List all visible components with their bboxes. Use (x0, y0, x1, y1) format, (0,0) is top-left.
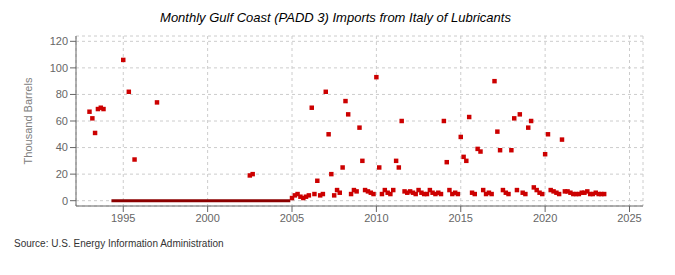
svg-text:120: 120 (50, 35, 68, 47)
svg-text:2020: 2020 (533, 212, 557, 224)
svg-text:20: 20 (56, 168, 68, 180)
html-text:Source: U.S. Energy Informatio: Source: U.S. Energy Information Administ… (14, 238, 224, 249)
svg-text:100: 100 (50, 62, 68, 74)
svg-text:40: 40 (56, 141, 68, 153)
svg-text:2000: 2000 (195, 212, 219, 224)
html-text:Monthly Gulf Coast (PADD 3) Im: Monthly Gulf Coast (PADD 3) Imports from… (160, 10, 511, 25)
svg-text:2010: 2010 (364, 212, 388, 224)
svg-text:Thousand Barrels: Thousand Barrels (22, 77, 34, 164)
svg-text:2015: 2015 (449, 212, 473, 224)
svg-text:1995: 1995 (111, 212, 135, 224)
svg-text:60: 60 (56, 115, 68, 127)
svg-text:80: 80 (56, 88, 68, 100)
svg-text:0: 0 (62, 195, 68, 207)
svg-text:2025: 2025 (617, 212, 641, 224)
svg-text:2005: 2005 (280, 212, 304, 224)
